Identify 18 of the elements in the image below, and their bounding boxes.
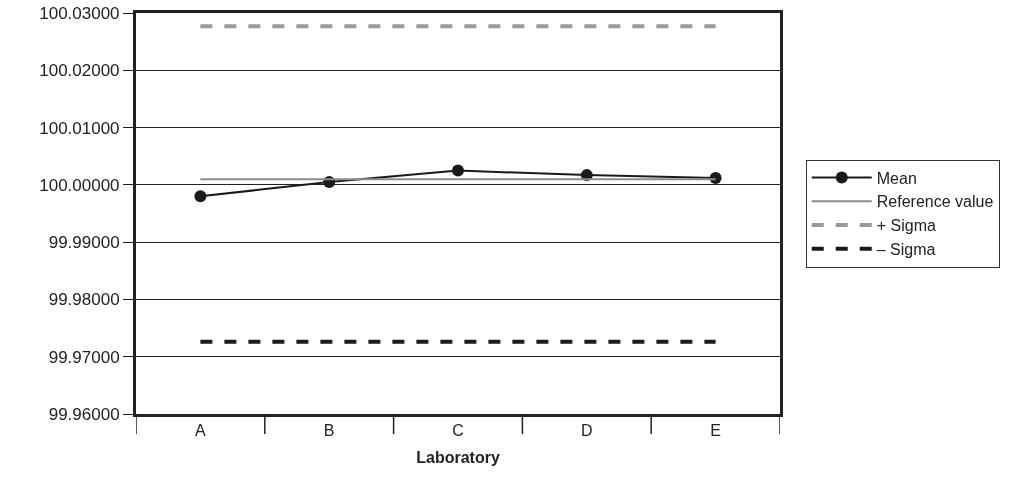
y-tick-label: 100.00000 <box>39 175 120 195</box>
legend-label: Mean <box>876 169 917 187</box>
y-tick-label: 99.97000 <box>48 347 120 367</box>
x-tick-label: B <box>323 422 335 440</box>
y-tick-label: 99.96000 <box>48 404 120 424</box>
y-tick-label: 99.99000 <box>48 233 120 253</box>
y-tick-label: 100.01000 <box>39 118 120 138</box>
x-axis-title: Laboratory <box>416 448 500 466</box>
y-tick-label: 99.98000 <box>48 290 120 310</box>
x-tick-label: C <box>452 422 464 440</box>
legend-label: + Sigma <box>876 217 936 235</box>
x-tick-label: E <box>710 422 721 440</box>
legend-label: Reference value <box>876 193 994 211</box>
y-tick-label: 100.02000 <box>39 61 120 81</box>
y-tick-label: 100.03000 <box>39 3 120 23</box>
legend-label: – Sigma <box>876 241 936 259</box>
x-tick-label: A <box>195 422 207 440</box>
x-tick-label: D <box>581 422 593 440</box>
